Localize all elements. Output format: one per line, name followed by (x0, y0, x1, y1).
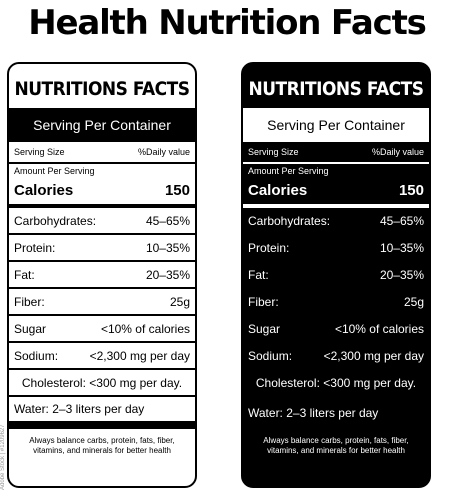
nutrient-row-protein: Protein: 10–35% (9, 235, 195, 262)
nutrient-label: Fat: (248, 267, 269, 282)
calories-value: 150 (398, 181, 424, 199)
serving-size-label: Serving Size (248, 147, 299, 157)
nutrient-label: Water: (248, 406, 283, 420)
daily-value-label: %Daily value (371, 147, 424, 157)
label-footer-note: Always balance carbs, protein, fats, fib… (29, 436, 175, 455)
nutrient-value: 20–35% (145, 267, 190, 282)
nutrient-row-water: Water: 2–3 liters per day (9, 397, 195, 429)
nutrition-label-light: NUTRITIONS FACTS Serving Per Container S… (7, 62, 197, 488)
nutrient-row-sugar: Sugar <10% of calories (243, 316, 429, 343)
nutrient-value: 10–35% (145, 240, 190, 255)
nutrient-label: Fiber: (14, 294, 45, 309)
nutrient-value: <2,300 mg per day (323, 348, 424, 363)
nutrient-label: Carbohydrates: (14, 213, 97, 228)
amount-per-serving: Amount Per Serving (248, 166, 329, 176)
label-title: NUTRITIONS FACTS (248, 78, 424, 101)
nutrient-row-cholesterol: Cholesterol: <300 mg per day. (243, 370, 429, 397)
nutrient-row-carbohydrates: Carbohydrates: 45–65% (243, 208, 429, 235)
nutrient-value: 2–3 liters per day (286, 406, 379, 420)
label-header-row: Serving Size %Daily value (243, 142, 429, 164)
nutrient-row-fiber: Fiber: 25g (243, 289, 429, 316)
nutrient-label: Water: (14, 402, 49, 416)
nutrient-row-fiber: Fiber: 25g (9, 289, 195, 316)
watermark-text: Adobe Stock | #1209627 (0, 424, 6, 490)
serving-size-label: Serving Size (14, 147, 65, 157)
nutrient-value: 45–65% (379, 213, 424, 228)
label-title: NUTRITIONS FACTS (14, 78, 190, 101)
nutrient-row-sodium: Sodium: <2,300 mg per day (243, 343, 429, 370)
nutrient-label: Carbohydrates: (248, 213, 331, 228)
nutrient-label: Fat: (14, 267, 35, 282)
nutrient-row-sodium: Sodium: <2,300 mg per day (9, 343, 195, 370)
nutrient-row-carbohydrates: Carbohydrates: 45–65% (9, 208, 195, 235)
calories-label: Calories (248, 181, 308, 199)
calories-row: Calories 150 (243, 176, 429, 208)
nutrient-row-cholesterol: Cholesterol: <300 mg per day. (9, 370, 195, 397)
nutrient-value: 45–65% (145, 213, 190, 228)
calories-label: Calories (14, 181, 74, 199)
amount-per-serving: Amount Per Serving (14, 166, 95, 176)
nutrient-value: <2,300 mg per day (89, 348, 190, 363)
nutrient-value: 25g (169, 294, 190, 309)
label-header-row: Serving Size %Daily value (9, 142, 195, 164)
nutrient-value: 2–3 liters per day (52, 402, 145, 416)
nutrition-label-dark: NUTRITIONS FACTS Serving Per Container S… (241, 62, 431, 488)
nutrient-label: Sodium: (14, 348, 59, 363)
nutrient-value: <10% of calories (334, 321, 424, 336)
nutrient-label: Protein: (248, 240, 290, 255)
nutrient-value: <300 mg per day. (89, 375, 183, 390)
nutrient-row-protein: Protein: 10–35% (243, 235, 429, 262)
label-footer-note: Always balance carbs, protein, fats, fib… (263, 436, 409, 455)
nutrient-row-water: Water: 2–3 liters per day (243, 397, 429, 429)
calories-row: Calories 150 (9, 176, 195, 208)
nutrient-value: 25g (403, 294, 424, 309)
daily-value-label: %Daily value (137, 147, 190, 157)
nutrient-label: Sugar (248, 321, 281, 336)
nutrient-label: Sugar (14, 321, 47, 336)
nutrient-value: 20–35% (379, 267, 424, 282)
nutrient-row-sugar: Sugar <10% of calories (9, 316, 195, 343)
page-title: Health Nutrition Facts (28, 3, 427, 43)
nutrient-value: <300 mg per day. (323, 375, 417, 390)
nutrient-label: Fiber: (248, 294, 279, 309)
nutrient-row-fat: Fat: 20–35% (9, 262, 195, 289)
nutrient-value: <10% of calories (100, 321, 190, 336)
serving-per-container: Serving Per Container (243, 108, 429, 142)
nutrient-value: 10–35% (379, 240, 424, 255)
serving-per-container: Serving Per Container (9, 108, 195, 142)
nutrient-label: Cholesterol: (255, 375, 320, 390)
nutrient-label: Sodium: (248, 348, 293, 363)
calories-value: 150 (164, 181, 190, 199)
nutrient-label: Cholesterol: (21, 375, 86, 390)
nutrient-label: Protein: (14, 240, 56, 255)
nutrient-row-fat: Fat: 20–35% (243, 262, 429, 289)
